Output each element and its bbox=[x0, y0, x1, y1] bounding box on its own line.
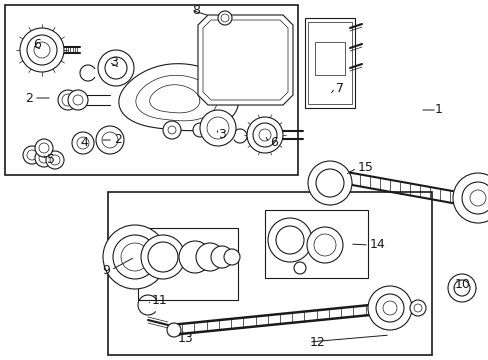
Circle shape bbox=[452, 173, 488, 223]
Circle shape bbox=[163, 121, 181, 139]
Circle shape bbox=[293, 262, 305, 274]
Text: 4: 4 bbox=[80, 136, 88, 149]
Circle shape bbox=[267, 218, 311, 262]
Circle shape bbox=[179, 241, 210, 273]
Text: 2: 2 bbox=[25, 91, 33, 104]
Text: 6: 6 bbox=[33, 39, 41, 51]
Text: 13: 13 bbox=[178, 332, 193, 345]
Bar bbox=[138, 228, 238, 300]
Circle shape bbox=[96, 126, 124, 154]
Circle shape bbox=[447, 274, 475, 302]
Circle shape bbox=[68, 90, 88, 110]
Circle shape bbox=[193, 123, 206, 137]
Circle shape bbox=[200, 110, 236, 146]
Circle shape bbox=[224, 249, 240, 265]
Bar bbox=[264, 210, 367, 278]
Bar bbox=[108, 192, 431, 355]
Circle shape bbox=[20, 28, 64, 72]
Bar bbox=[5, 5, 297, 175]
Text: 7: 7 bbox=[335, 81, 343, 94]
Circle shape bbox=[218, 11, 231, 25]
Circle shape bbox=[367, 286, 411, 330]
Text: 8: 8 bbox=[192, 4, 200, 17]
Circle shape bbox=[196, 243, 224, 271]
Text: 1: 1 bbox=[434, 104, 442, 117]
Circle shape bbox=[98, 50, 134, 86]
Text: 15: 15 bbox=[357, 162, 373, 175]
Text: 11: 11 bbox=[152, 293, 167, 306]
Circle shape bbox=[35, 139, 53, 157]
Circle shape bbox=[58, 90, 78, 110]
Circle shape bbox=[246, 117, 283, 153]
Text: 2: 2 bbox=[114, 134, 122, 147]
Bar bbox=[305, 18, 354, 108]
Circle shape bbox=[46, 151, 64, 169]
Text: 10: 10 bbox=[454, 279, 470, 292]
Circle shape bbox=[171, 251, 186, 267]
Text: 12: 12 bbox=[309, 336, 325, 348]
Text: 6: 6 bbox=[269, 136, 277, 149]
Circle shape bbox=[103, 225, 167, 289]
Text: 14: 14 bbox=[369, 238, 385, 252]
Bar bbox=[307, 22, 351, 104]
Bar bbox=[314, 42, 345, 75]
Circle shape bbox=[72, 132, 94, 154]
Circle shape bbox=[141, 235, 184, 279]
Circle shape bbox=[210, 246, 232, 268]
Circle shape bbox=[167, 323, 181, 337]
Circle shape bbox=[307, 161, 351, 205]
Text: 3: 3 bbox=[110, 55, 118, 68]
Circle shape bbox=[306, 227, 342, 263]
Text: 5: 5 bbox=[47, 153, 55, 166]
Text: 3: 3 bbox=[218, 129, 225, 141]
Circle shape bbox=[23, 146, 41, 164]
Polygon shape bbox=[198, 15, 292, 105]
Circle shape bbox=[35, 149, 53, 167]
Circle shape bbox=[409, 300, 425, 316]
Text: 9: 9 bbox=[102, 264, 110, 276]
